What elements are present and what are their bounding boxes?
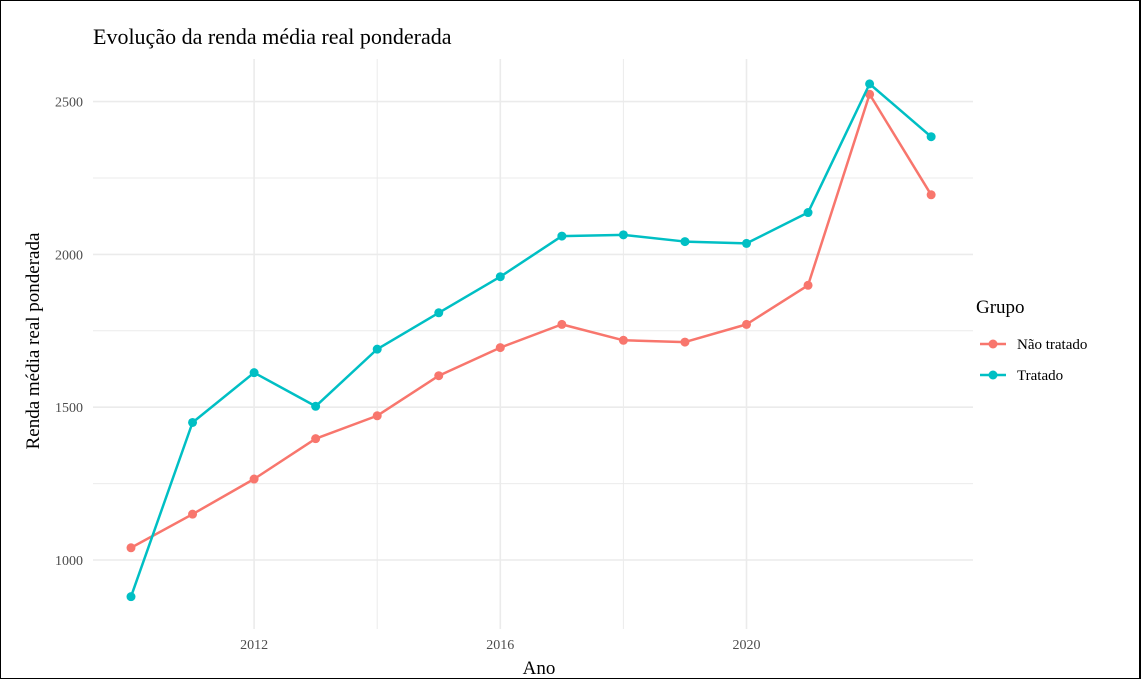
data-point <box>311 434 321 444</box>
data-point <box>680 337 690 347</box>
y-tick-label: 1000 <box>55 554 83 569</box>
x-tick-label: 2012 <box>240 638 268 653</box>
data-point <box>249 368 259 378</box>
data-point <box>126 543 136 553</box>
legend: Grupo Não tratado Tratado <box>976 297 1087 384</box>
y-tick-label: 2000 <box>55 248 83 263</box>
data-point <box>495 343 505 353</box>
y-tick-label: 2500 <box>55 96 83 111</box>
y-axis-title: Renda média real ponderada <box>23 232 44 449</box>
data-point <box>865 79 875 89</box>
x-tick-label: 2020 <box>733 638 761 653</box>
legend-label-tratado: Tratado <box>1017 368 1063 384</box>
series-layer <box>126 79 936 602</box>
series-line <box>130 93 933 549</box>
data-point <box>249 474 259 484</box>
legend-item-tratado: Tratado <box>980 368 1063 384</box>
data-point <box>434 371 444 381</box>
data-point <box>126 592 136 602</box>
data-point <box>434 308 444 318</box>
data-point <box>372 411 382 421</box>
x-axis-title: Ano <box>523 658 556 678</box>
legend-title: Grupo <box>976 297 1025 318</box>
data-point <box>311 401 321 411</box>
data-point <box>557 319 567 329</box>
chart-title: Evolução da renda média real ponderada <box>93 24 452 49</box>
data-point <box>865 89 875 99</box>
series-line <box>129 82 932 598</box>
data-point <box>372 344 382 354</box>
series-tratado <box>126 79 936 602</box>
x-tick-label: 2016 <box>486 638 514 653</box>
data-point <box>188 509 198 519</box>
data-point <box>557 231 567 241</box>
data-point <box>803 208 813 218</box>
data-point <box>742 319 751 329</box>
data-point <box>742 238 751 248</box>
legend-label-nao-tratado: Não tratado <box>1017 337 1087 353</box>
legend-point-swatch <box>988 370 998 380</box>
data-point <box>803 280 813 290</box>
data-point <box>926 132 936 142</box>
y-tick-label: 1500 <box>55 401 83 416</box>
data-point <box>680 237 690 247</box>
y-tick-labels: 1000 1500 2000 2500 <box>55 96 83 569</box>
legend-point-swatch <box>988 339 998 349</box>
data-point <box>188 417 198 427</box>
legend-item-nao-tratado: Não tratado <box>980 337 1087 353</box>
data-point <box>618 335 628 345</box>
data-point <box>926 190 936 200</box>
data-point <box>618 230 628 240</box>
x-tick-labels: 2012 2016 2020 <box>240 638 760 653</box>
data-point <box>495 272 505 282</box>
series-nao-tratado <box>126 89 936 553</box>
